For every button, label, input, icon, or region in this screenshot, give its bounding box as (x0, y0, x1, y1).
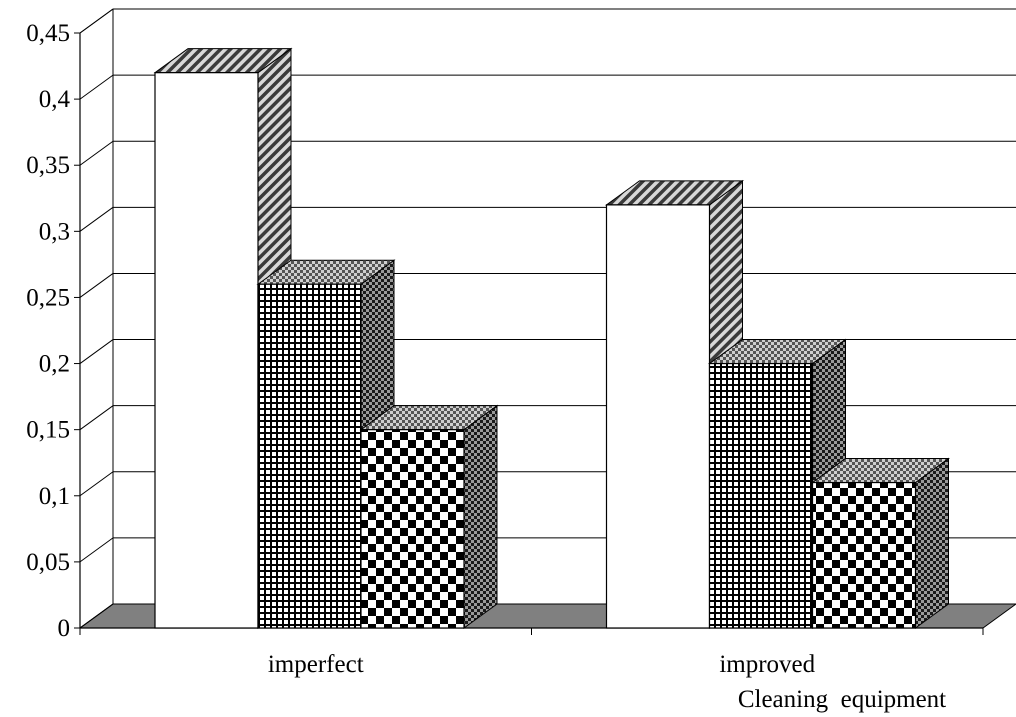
y-tick-depth (79, 603, 114, 629)
y-tick-label: 0,45 (26, 20, 70, 47)
bar-front (708, 362, 814, 629)
y-tick-label: 0,25 (26, 284, 70, 311)
x-category-label: improved (719, 651, 815, 678)
bar-front (360, 429, 465, 629)
y-tick-label: 0,3 (39, 218, 70, 245)
y-tick-label: 0,2 (39, 351, 70, 378)
y-tick-label: 0,1 (39, 483, 70, 510)
x-category-label: imperfect (268, 651, 364, 678)
y-tick-depth (79, 339, 114, 364)
y-tick-depth (79, 140, 114, 166)
y-tick-label: 0,05 (26, 549, 70, 576)
labels: 0 0,05 0,1 0,15 0,2 0,25 0,3 0,35 0,4 0,45 imperfe… (26, 20, 946, 713)
bar-side (915, 457, 949, 629)
bar (810, 457, 951, 629)
x-axis-label: Cleaning equipment (738, 686, 946, 713)
y-tick-depth (79, 405, 114, 431)
y-tick-depth (79, 8, 114, 34)
bar (256, 259, 396, 629)
bar-front (605, 204, 711, 629)
y-tick-label: 0,4 (39, 86, 71, 113)
y-tick-depth (79, 206, 114, 232)
bar-front (154, 72, 259, 629)
y-tick-depth (79, 273, 114, 298)
bar-side (463, 404, 498, 629)
bar-front (257, 283, 362, 629)
y-tick-label: 0,15 (26, 417, 70, 444)
y-tick-label: 0 (58, 615, 71, 642)
bar (153, 47, 293, 629)
y-tick-label: 0,35 (26, 152, 70, 179)
y-tick-depth (79, 471, 114, 497)
bar (359, 404, 499, 629)
bar-front (811, 481, 917, 629)
y-tick-depth (79, 537, 114, 563)
bars (153, 47, 951, 629)
y-tick-depth (79, 74, 114, 100)
